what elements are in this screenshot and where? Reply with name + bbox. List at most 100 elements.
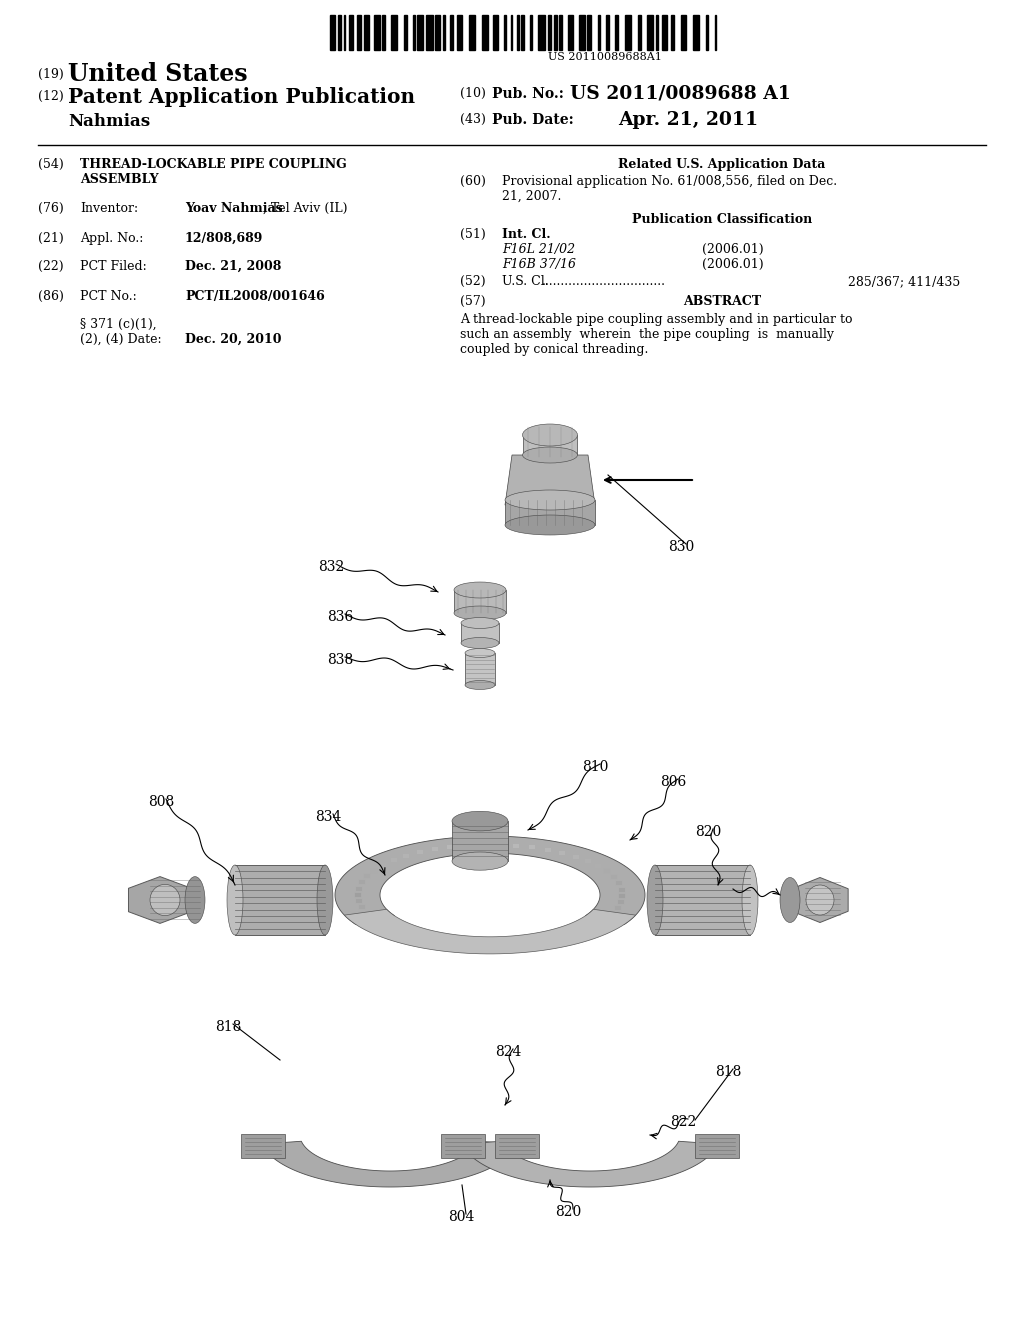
Polygon shape xyxy=(241,1134,285,1158)
Text: Appl. No.:: Appl. No.: xyxy=(80,232,143,246)
Text: F16B 37/16: F16B 37/16 xyxy=(502,257,575,271)
Ellipse shape xyxy=(522,447,578,463)
Bar xyxy=(357,15,361,50)
Bar xyxy=(580,15,585,50)
Bar xyxy=(587,15,591,50)
Text: 832: 832 xyxy=(318,560,344,574)
Ellipse shape xyxy=(452,851,508,870)
Text: 818: 818 xyxy=(715,1065,741,1078)
Text: Nahmias: Nahmias xyxy=(68,114,151,129)
Text: 820: 820 xyxy=(695,825,721,840)
Bar xyxy=(391,15,397,50)
Ellipse shape xyxy=(647,865,663,935)
Text: Inventor:: Inventor: xyxy=(80,202,138,215)
Bar xyxy=(330,15,336,50)
Bar xyxy=(671,15,674,50)
Bar xyxy=(638,15,641,50)
Text: ASSEMBLY: ASSEMBLY xyxy=(80,173,159,186)
Ellipse shape xyxy=(780,878,800,923)
Text: PCT Filed:: PCT Filed: xyxy=(80,260,146,273)
Polygon shape xyxy=(792,878,848,923)
Ellipse shape xyxy=(505,515,595,535)
Bar xyxy=(598,15,600,50)
Ellipse shape xyxy=(454,606,506,620)
Ellipse shape xyxy=(465,648,495,657)
Bar xyxy=(382,15,385,50)
Text: 810: 810 xyxy=(582,760,608,774)
Bar xyxy=(663,15,668,50)
Bar xyxy=(615,15,617,50)
Text: (54): (54) xyxy=(38,158,63,172)
Bar xyxy=(548,15,551,50)
Text: US 2011/0089688 A1: US 2011/0089688 A1 xyxy=(570,84,791,103)
Bar xyxy=(568,15,573,50)
Text: 808: 808 xyxy=(715,884,741,899)
Polygon shape xyxy=(454,590,506,612)
Text: (51): (51) xyxy=(460,228,485,242)
Text: 21, 2007.: 21, 2007. xyxy=(502,190,561,203)
Text: § 371 (c)(1),: § 371 (c)(1), xyxy=(80,318,157,331)
Polygon shape xyxy=(452,821,508,861)
Text: Int. Cl.: Int. Cl. xyxy=(502,228,551,242)
Text: PCT/IL2008/001646: PCT/IL2008/001646 xyxy=(185,290,325,304)
Text: (86): (86) xyxy=(38,290,63,304)
Ellipse shape xyxy=(317,865,333,935)
Text: coupled by conical threading.: coupled by conical threading. xyxy=(460,343,648,356)
Text: Pub. No.:: Pub. No.: xyxy=(492,87,564,102)
Bar xyxy=(482,15,488,50)
Ellipse shape xyxy=(522,424,578,446)
Bar xyxy=(706,15,708,50)
Text: (2), (4) Date:: (2), (4) Date: xyxy=(80,333,162,346)
Bar xyxy=(606,15,609,50)
Text: Publication Classification: Publication Classification xyxy=(632,213,812,226)
Text: Patent Application Publication: Patent Application Publication xyxy=(68,87,415,107)
Polygon shape xyxy=(461,623,499,643)
Bar xyxy=(511,15,512,50)
Text: PCT No.:: PCT No.: xyxy=(80,290,137,304)
Text: ABSTRACT: ABSTRACT xyxy=(683,294,761,308)
Bar xyxy=(450,15,454,50)
Text: A thread-lockable pipe coupling assembly and in particular to: A thread-lockable pipe coupling assembly… xyxy=(460,313,853,326)
Text: 804: 804 xyxy=(449,1210,474,1224)
Ellipse shape xyxy=(461,638,499,648)
Text: United States: United States xyxy=(68,62,248,86)
Polygon shape xyxy=(234,865,325,935)
Bar xyxy=(426,15,432,50)
Ellipse shape xyxy=(806,884,834,915)
Bar xyxy=(554,15,556,50)
Bar xyxy=(364,15,369,50)
Polygon shape xyxy=(695,1134,739,1158)
Text: (43): (43) xyxy=(460,114,485,125)
Text: such an assembly  wherein  the pipe coupling  is  manually: such an assembly wherein the pipe coupli… xyxy=(460,327,834,341)
Text: 808: 808 xyxy=(148,795,174,809)
Bar xyxy=(338,15,341,50)
Bar xyxy=(559,15,561,50)
Ellipse shape xyxy=(742,865,758,935)
Bar xyxy=(693,15,699,50)
Text: 836: 836 xyxy=(327,610,353,624)
Polygon shape xyxy=(505,455,595,506)
Text: 834: 834 xyxy=(315,810,341,824)
Text: F16L 21/02: F16L 21/02 xyxy=(502,243,575,256)
Text: US 20110089688A1: US 20110089688A1 xyxy=(548,51,662,62)
Bar xyxy=(530,15,532,50)
Polygon shape xyxy=(441,1134,484,1158)
Bar xyxy=(349,15,352,50)
Text: Dec. 20, 2010: Dec. 20, 2010 xyxy=(185,333,282,346)
Text: (52): (52) xyxy=(460,275,485,288)
Polygon shape xyxy=(655,865,750,935)
Ellipse shape xyxy=(454,582,506,598)
Bar xyxy=(655,15,658,50)
Text: 838: 838 xyxy=(327,653,353,667)
Polygon shape xyxy=(462,1142,718,1187)
Bar xyxy=(469,15,475,50)
Bar xyxy=(493,15,498,50)
Text: Related U.S. Application Data: Related U.S. Application Data xyxy=(618,158,825,172)
Text: 820: 820 xyxy=(555,1205,582,1218)
Bar xyxy=(414,15,415,50)
Text: (76): (76) xyxy=(38,202,63,215)
Text: Pub. Date:: Pub. Date: xyxy=(492,114,573,127)
Polygon shape xyxy=(344,909,636,954)
Text: THREAD-LOCKABLE PIPE COUPLING: THREAD-LOCKABLE PIPE COUPLING xyxy=(80,158,347,172)
Bar xyxy=(505,15,506,50)
